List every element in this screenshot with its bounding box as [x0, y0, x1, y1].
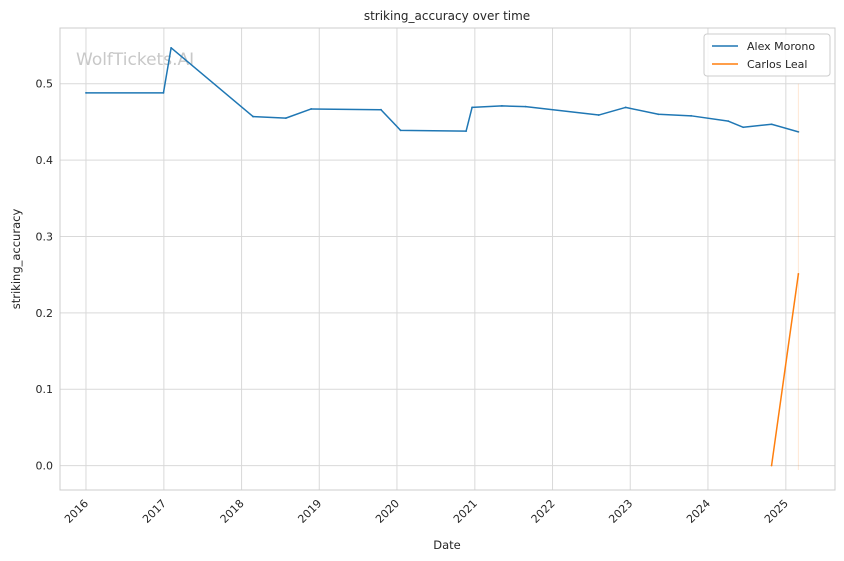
y-axis-ticks: 0.0 0.1 0.2 0.3 0.4 0.5	[36, 78, 54, 473]
data-point	[727, 120, 730, 123]
data-point	[252, 115, 254, 118]
data-point	[770, 464, 773, 467]
data-point	[310, 108, 313, 110]
data-point	[465, 130, 468, 132]
data-point	[690, 114, 693, 117]
data-point	[284, 117, 287, 120]
data-point	[524, 105, 527, 108]
x-axis-title: Date	[433, 538, 461, 552]
grid-lines	[60, 28, 835, 490]
y-tick-label: 0.4	[36, 154, 54, 167]
y-tick-label: 0.5	[36, 78, 54, 91]
data-point	[597, 114, 600, 116]
watermark-text: WolfTickets.AI	[76, 50, 194, 70]
legend-label: Carlos Leal	[747, 58, 807, 71]
series-line-1	[770, 273, 800, 466]
y-tick-label: 0.2	[36, 307, 54, 320]
data-point	[797, 272, 800, 275]
data-point	[170, 46, 173, 49]
y-tick-label: 0.0	[36, 460, 54, 473]
data-point	[380, 108, 382, 111]
data-point	[500, 104, 503, 107]
y-tick-label: 0.3	[36, 230, 54, 243]
y-axis-title: striking_accuracy	[9, 209, 23, 310]
y-tick-label: 0.1	[36, 383, 54, 396]
data-point	[162, 92, 165, 94]
data-point	[657, 113, 660, 116]
plot-frame	[59, 27, 836, 491]
data-point	[471, 106, 473, 109]
legend-box	[703, 33, 831, 77]
chart-title: striking_accuracy over time	[364, 9, 530, 23]
data-point	[770, 123, 773, 126]
data-point	[797, 130, 800, 133]
series-layer	[85, 46, 800, 470]
data-point	[85, 92, 87, 94]
data-point	[399, 129, 402, 132]
legend-label: Alex Morono	[747, 40, 815, 53]
data-point	[624, 106, 627, 109]
data-point	[742, 126, 745, 129]
series-line-0	[85, 47, 799, 133]
legend: Alex Morono Carlos Leal	[703, 33, 831, 77]
